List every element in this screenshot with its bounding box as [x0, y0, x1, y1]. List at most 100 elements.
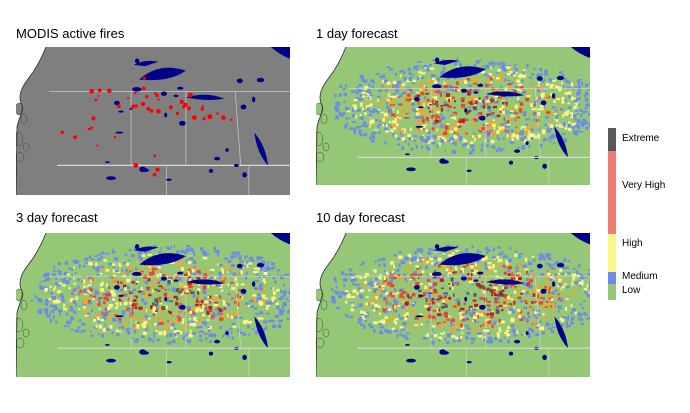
danger-cell [442, 104, 447, 107]
danger-cell [498, 62, 501, 66]
danger-cell [554, 288, 558, 292]
danger-cell [548, 269, 552, 273]
coastline [16, 47, 47, 195]
danger-cell [445, 341, 450, 344]
danger-cell [157, 281, 160, 284]
danger-cell [90, 279, 92, 283]
danger-cell [514, 104, 519, 109]
danger-cell [485, 93, 490, 97]
danger-cell [120, 288, 123, 292]
danger-cell [396, 80, 401, 85]
danger-cell [160, 269, 163, 272]
danger-cell [111, 292, 116, 297]
danger-cell [70, 328, 74, 331]
danger-cell [39, 284, 41, 287]
danger-cell [476, 113, 480, 115]
danger-cell [490, 81, 493, 85]
danger-cell [426, 251, 432, 255]
danger-cell [53, 265, 56, 269]
danger-cell [244, 302, 249, 306]
danger-cell [234, 277, 238, 281]
danger-cell [280, 274, 283, 277]
danger-cell [102, 315, 106, 319]
danger-cell [576, 119, 581, 123]
danger-cell [169, 300, 173, 302]
danger-cell [386, 98, 390, 102]
danger-cell [368, 323, 372, 326]
danger-cell [192, 250, 194, 253]
danger-cell [483, 255, 488, 260]
danger-cell [135, 316, 139, 320]
danger-cell [193, 300, 196, 304]
small-lake [406, 358, 416, 363]
danger-cell [403, 77, 407, 81]
danger-cell [237, 328, 241, 332]
danger-cell [449, 301, 452, 304]
danger-cell [147, 263, 152, 268]
danger-cell [268, 319, 273, 322]
danger-cell [221, 309, 224, 312]
danger-cell [90, 334, 94, 337]
fire-point [73, 135, 78, 140]
danger-cell [517, 296, 522, 299]
danger-cell [371, 302, 374, 305]
danger-cell [353, 305, 355, 309]
danger-cell [342, 112, 346, 115]
danger-cell [403, 82, 406, 86]
danger-cell [473, 63, 477, 68]
danger-cell [510, 114, 515, 117]
danger-cell [500, 320, 505, 324]
danger-cell [487, 336, 493, 340]
danger-cell [460, 270, 463, 273]
danger-cell [454, 122, 457, 126]
danger-cell [117, 330, 122, 333]
danger-cell [356, 86, 359, 90]
danger-cell [502, 289, 505, 292]
danger-cell [405, 265, 408, 269]
danger-cell [391, 123, 397, 128]
danger-cell [157, 289, 161, 292]
danger-cell [479, 130, 483, 133]
danger-cell [441, 264, 446, 268]
fire-point [146, 106, 151, 111]
danger-cell [58, 273, 62, 276]
danger-cell [239, 267, 243, 270]
danger-cell [434, 298, 437, 301]
danger-cell [443, 81, 446, 85]
danger-cell [109, 316, 113, 320]
danger-cell [183, 326, 188, 330]
small-lake [164, 296, 168, 302]
danger-cell [147, 320, 150, 324]
danger-cell [470, 263, 474, 267]
danger-cell [82, 264, 86, 268]
danger-cell [204, 306, 208, 311]
danger-cell [242, 320, 247, 325]
danger-cell [539, 285, 542, 290]
danger-cell [392, 305, 395, 310]
danger-cell [512, 330, 516, 334]
danger-cell [552, 285, 555, 289]
danger-cell [343, 278, 348, 282]
danger-cell [364, 281, 368, 284]
danger-cell [491, 311, 494, 313]
danger-cell [274, 280, 277, 284]
danger-cell [202, 313, 205, 317]
danger-cell [442, 275, 447, 278]
fire-point [155, 93, 159, 98]
danger-cell [228, 312, 231, 317]
danger-cell [564, 283, 567, 285]
danger-cell [381, 284, 386, 288]
danger-cell [466, 331, 471, 335]
danger-cell [198, 339, 201, 342]
danger-cell [372, 135, 376, 138]
danger-cell [464, 324, 469, 327]
danger-cell [518, 279, 521, 283]
danger-cell [469, 88, 472, 91]
danger-cell [502, 101, 505, 105]
danger-cell [387, 124, 390, 127]
danger-cell [235, 273, 240, 276]
danger-cell [402, 91, 407, 95]
danger-cell [30, 299, 34, 302]
danger-cell [546, 285, 550, 289]
danger-cell [413, 66, 416, 70]
